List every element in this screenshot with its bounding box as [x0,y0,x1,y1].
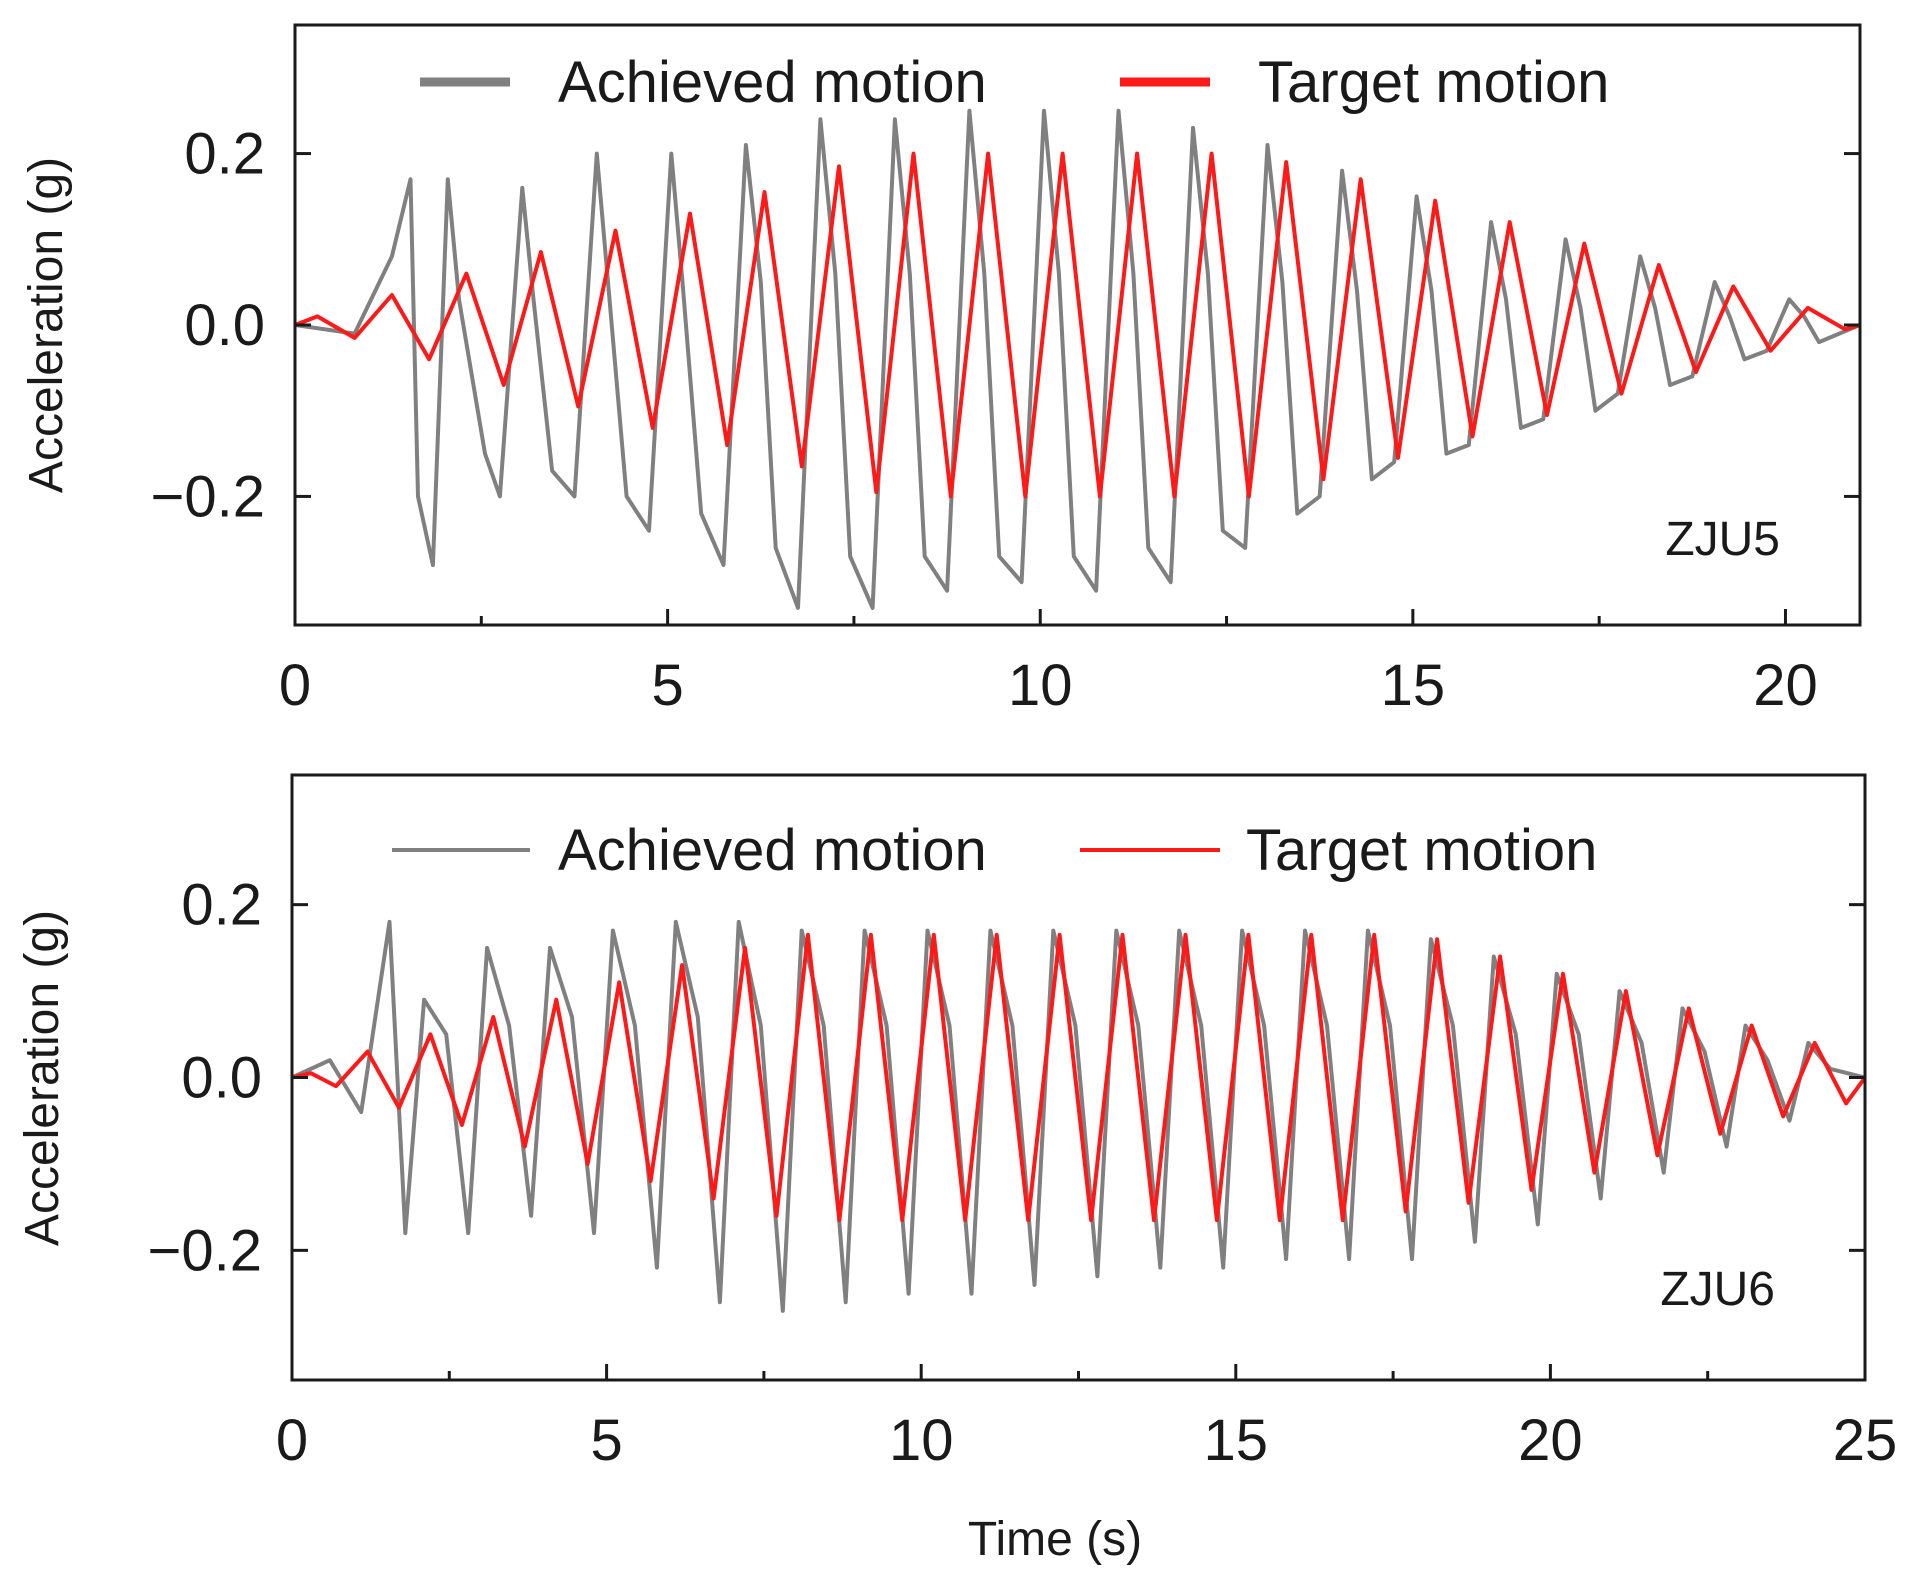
plot-frame [293,23,1862,627]
y-axis-title: Acceleration (g) [16,910,69,1246]
x-tick-label: 20 [1753,653,1818,718]
series-achieved-line [295,108,1860,610]
legend: Achieved motion Target motion [420,50,1609,115]
y-tick-label: −0.2 [151,464,266,529]
legend: Achieved motion Target motion [392,818,1597,883]
y-tick-label: 0.0 [184,293,265,358]
y-tick-label: −0.2 [148,1218,263,1283]
y-axis-title: Acceleration (g) [20,157,73,493]
x-tick-label: 25 [1833,1408,1898,1473]
panel-annotation: ZJU5 [1665,513,1780,566]
legend-label-achieved: Achieved motion [558,818,987,883]
y-tick-label: 0.2 [184,122,265,187]
chart-panel-zju5: 0 5 10 15 20 −0.2 0.0 0.2 Acceleration (g) Achi… [20,23,1862,718]
x-tick-label: 0 [276,1408,308,1473]
x-tick-label: 20 [1518,1408,1583,1473]
tick-layer: 0 5 10 15 20 25 −0.2 0.0 0.2 [148,873,1898,1473]
legend-label-target: Target motion [1258,50,1609,115]
series-layer [292,919,1865,1313]
panel-annotation: ZJU6 [1660,1263,1775,1316]
series-layer [295,108,1860,610]
chart-panel-zju6: 0 5 10 15 20 25 −0.2 0.0 0.2 Acceleration (g) Ac… [16,773,1898,1566]
legend-label-target: Target motion [1246,818,1597,883]
x-tick-label: 0 [279,653,311,718]
x-tick-label: 15 [1381,653,1446,718]
x-tick-label: 15 [1204,1408,1269,1473]
series-target-line [292,932,1865,1223]
x-tick-label: 5 [590,1408,622,1473]
y-tick-label: 0.0 [181,1046,262,1111]
x-axis-title: Time (s) [968,1513,1142,1566]
series-achieved-line [292,919,1865,1313]
x-tick-label: 10 [889,1408,954,1473]
y-tick-label: 0.2 [181,873,262,938]
legend-label-achieved: Achieved motion [558,50,987,115]
x-tick-label: 10 [1008,653,1073,718]
x-tick-label: 5 [651,653,683,718]
tick-layer: 0 5 10 15 20 −0.2 0.0 0.2 [151,122,1860,718]
series-target-line [295,151,1860,499]
